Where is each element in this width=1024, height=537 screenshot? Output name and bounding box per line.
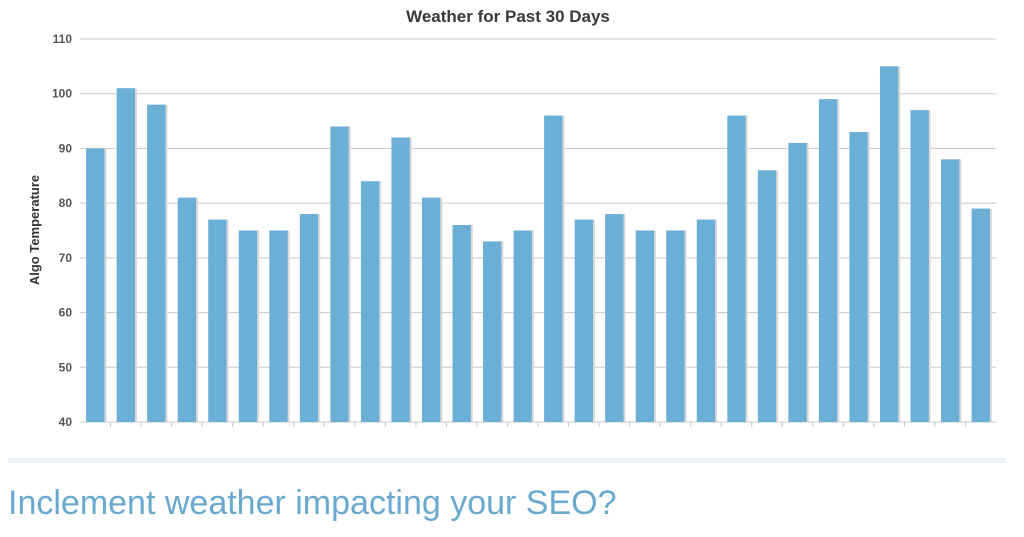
bar-day-5 bbox=[208, 219, 227, 422]
bar-day-21 bbox=[696, 219, 716, 422]
y-tick-label: 40 bbox=[59, 415, 73, 429]
bar-day-1 bbox=[86, 148, 105, 422]
bar-day-4 bbox=[177, 197, 197, 422]
x-ticks bbox=[110, 422, 966, 427]
section-divider bbox=[8, 458, 1006, 463]
bar-day-19 bbox=[635, 230, 655, 422]
bar-day-18 bbox=[605, 214, 624, 422]
bar-day-12 bbox=[421, 197, 441, 422]
bar-day-14 bbox=[483, 241, 502, 422]
bar-day-6 bbox=[238, 230, 258, 422]
bar-day-3 bbox=[147, 104, 166, 423]
bar-day-27 bbox=[879, 66, 899, 422]
y-tick-labels: 40 50 60 70 80 90 100 110 bbox=[52, 32, 72, 429]
y-tick-label: 90 bbox=[59, 141, 73, 155]
headline: Inclement weather impacting your SEO? bbox=[8, 484, 617, 522]
bar-day-2 bbox=[116, 88, 135, 422]
bar-day-20 bbox=[666, 230, 685, 422]
y-tick-label: 50 bbox=[59, 360, 73, 374]
bar-day-10 bbox=[360, 181, 380, 422]
y-tick-label: 60 bbox=[59, 306, 73, 320]
chart-svg: Weather for Past 30 Days Algo Temperatur… bbox=[27, 7, 996, 429]
gridlines bbox=[80, 38, 996, 423]
bar-day-22 bbox=[727, 115, 746, 422]
chart-title: Weather for Past 30 Days bbox=[406, 7, 610, 26]
bar-day-7 bbox=[269, 230, 288, 422]
bar-day-26 bbox=[849, 132, 868, 422]
bar-chart: Weather for Past 30 Days Algo Temperatur… bbox=[27, 7, 996, 429]
bar-day-17 bbox=[574, 219, 593, 422]
bar-day-9 bbox=[330, 126, 349, 423]
bar-day-24 bbox=[788, 142, 807, 422]
y-tick-label: 70 bbox=[59, 251, 73, 265]
bar-day-11 bbox=[391, 137, 410, 422]
y-axis-label: Algo Temperature bbox=[27, 175, 42, 285]
bar-day-8 bbox=[299, 214, 319, 422]
bar-day-15 bbox=[513, 230, 532, 422]
y-tick-label: 80 bbox=[59, 196, 73, 210]
bar-day-29 bbox=[941, 159, 960, 422]
bar-day-13 bbox=[452, 225, 471, 422]
bar-day-16 bbox=[544, 115, 563, 422]
bar-day-28 bbox=[910, 110, 929, 422]
bar-day-23 bbox=[757, 170, 777, 422]
bar-day-25 bbox=[818, 99, 838, 422]
y-tick-label: 100 bbox=[52, 87, 72, 101]
y-tick-label: 110 bbox=[53, 32, 73, 46]
bars bbox=[86, 66, 992, 423]
bar-day-30 bbox=[971, 208, 990, 422]
